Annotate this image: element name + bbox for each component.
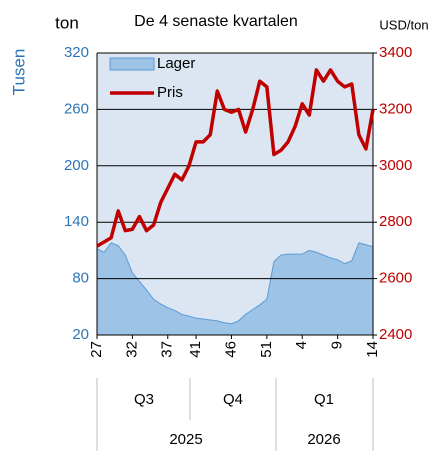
y-unit: ton: [55, 13, 79, 32]
y-tick-label: 200: [64, 157, 89, 174]
year-label: 2026: [307, 431, 340, 448]
group-separators: [96, 378, 374, 451]
x-tick-label: 14: [364, 341, 381, 358]
y-tick-label: 80: [72, 270, 89, 287]
area: [96, 242, 374, 336]
quarter-label: Q4: [223, 391, 243, 408]
x-tick-label: 46: [222, 341, 239, 358]
x-tick-label: 51: [258, 341, 275, 358]
y-tick-label: 260: [64, 100, 89, 117]
y-tick-label: 320: [64, 44, 89, 61]
x-tick-label: 27: [88, 341, 105, 358]
year-label: 2025: [169, 431, 202, 448]
y2-label: USD/ton: [379, 17, 428, 32]
x-tick-label: 4: [293, 341, 310, 349]
y-tick-label: 20: [72, 326, 89, 343]
legend-label: Pris: [157, 84, 183, 101]
x-tick-label: 9: [329, 341, 346, 349]
x-tick-label: 41: [187, 341, 204, 358]
y2-tick-label: 3000: [379, 157, 412, 174]
x-tick-label: 37: [159, 341, 176, 358]
legend-swatch: [109, 57, 155, 71]
y2-tick-label: 2800: [379, 213, 412, 230]
legend-label: Lager: [157, 55, 195, 72]
y2-tick-label: 3200: [379, 100, 412, 117]
y2-tick-label: 3400: [379, 44, 412, 61]
y2-tick-label: 2600: [379, 270, 412, 287]
quarter-label: Q1: [314, 391, 334, 408]
x-tick-label: 32: [123, 341, 140, 358]
line: [96, 68, 375, 248]
y-tick-label: 140: [64, 213, 89, 230]
y2-tick-label: 2400: [379, 326, 412, 343]
y-label: Tusen: [9, 49, 28, 96]
chart-title: De 4 senaste kvartalen: [134, 13, 298, 30]
quarter-label: Q3: [134, 391, 154, 408]
